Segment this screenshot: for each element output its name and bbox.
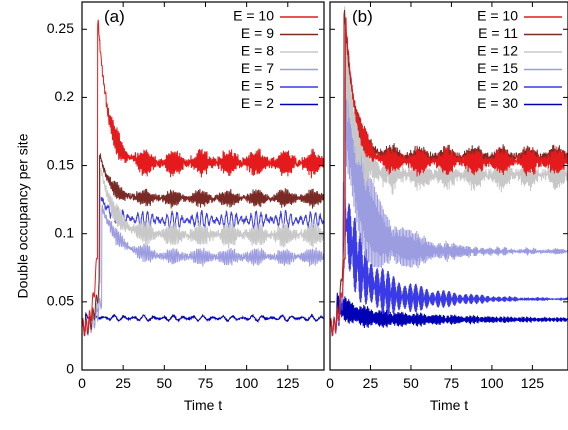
x-tick-label: 125 xyxy=(521,375,545,391)
legend-label-e11: E = 11 xyxy=(478,25,518,41)
legend-label-e15: E = 15 xyxy=(477,60,518,76)
x-tick-label: 0 xyxy=(78,375,86,391)
series-line-e30 xyxy=(330,292,568,337)
y-tick-label: 0 xyxy=(66,361,74,377)
y-tick-label: 0.05 xyxy=(47,293,74,309)
legend-label-e10: E = 10 xyxy=(233,8,274,24)
series-line-e7 xyxy=(82,204,324,337)
x-tick-label: 50 xyxy=(403,375,419,391)
x-tick-label: 125 xyxy=(276,375,300,391)
legend-label-e9: E = 9 xyxy=(241,25,274,41)
y-tick-label: 0.1 xyxy=(55,224,75,240)
series-line-e8 xyxy=(82,167,324,337)
panel-label: (a) xyxy=(104,7,125,26)
x-tick-label: 25 xyxy=(115,375,131,391)
legend-label-e5: E = 5 xyxy=(241,78,274,94)
x-tick-label: 75 xyxy=(444,375,460,391)
y-tick-label: 0.2 xyxy=(55,88,75,104)
x-tick-label: 25 xyxy=(363,375,379,391)
legend: E = 10E = 9 E = 8E = 7 E = 5E = 2 xyxy=(233,8,318,111)
legend-label-e10: E = 10 xyxy=(477,8,518,24)
series-line-e15 xyxy=(330,49,568,337)
x-tick-label: 100 xyxy=(235,375,259,391)
x-axis-label: Time t xyxy=(430,397,468,413)
y-tick-label: 0.25 xyxy=(47,20,74,36)
legend-label-e2: E = 2 xyxy=(241,95,274,111)
panel-a: 0 0.05 0.1 0.15 0.2 0.25 0 25 50 75 100 125 Time t (a… xyxy=(47,1,325,413)
series-line-e10 xyxy=(82,19,324,337)
y-tick-label: 0.15 xyxy=(47,156,74,172)
x-tick-label: 100 xyxy=(480,375,504,391)
legend: E = 10E = 11 E = 12E = 15 E = 20E = 30 xyxy=(477,8,562,111)
series-line-e9 xyxy=(82,153,324,337)
y-axis-label: Double occupancy per site xyxy=(15,133,31,298)
x-axis-label: Time t xyxy=(184,397,222,413)
legend-label-e12: E = 12 xyxy=(477,43,518,59)
x-tick-label: 50 xyxy=(157,375,173,391)
legend-label-e7: E = 7 xyxy=(241,60,274,76)
x-tick-label: 0 xyxy=(326,375,334,391)
series-line-e12 xyxy=(330,6,568,337)
panel-label: (b) xyxy=(352,7,373,26)
plot-frame xyxy=(81,1,325,371)
series-line-e10 xyxy=(330,17,568,337)
legend-label-e8: E = 8 xyxy=(241,43,274,59)
panel-b: 0 25 50 75 100 125 Time t (b) E = 10E = 11 E = 12… xyxy=(326,1,568,413)
legend-label-e20: E = 20 xyxy=(477,78,518,94)
legend-label-e30: E = 30 xyxy=(477,95,518,111)
x-tick-label: 75 xyxy=(198,375,214,391)
plot-frame xyxy=(329,1,568,371)
series-line-e2 xyxy=(82,311,324,337)
series-line-e20 xyxy=(330,181,568,337)
